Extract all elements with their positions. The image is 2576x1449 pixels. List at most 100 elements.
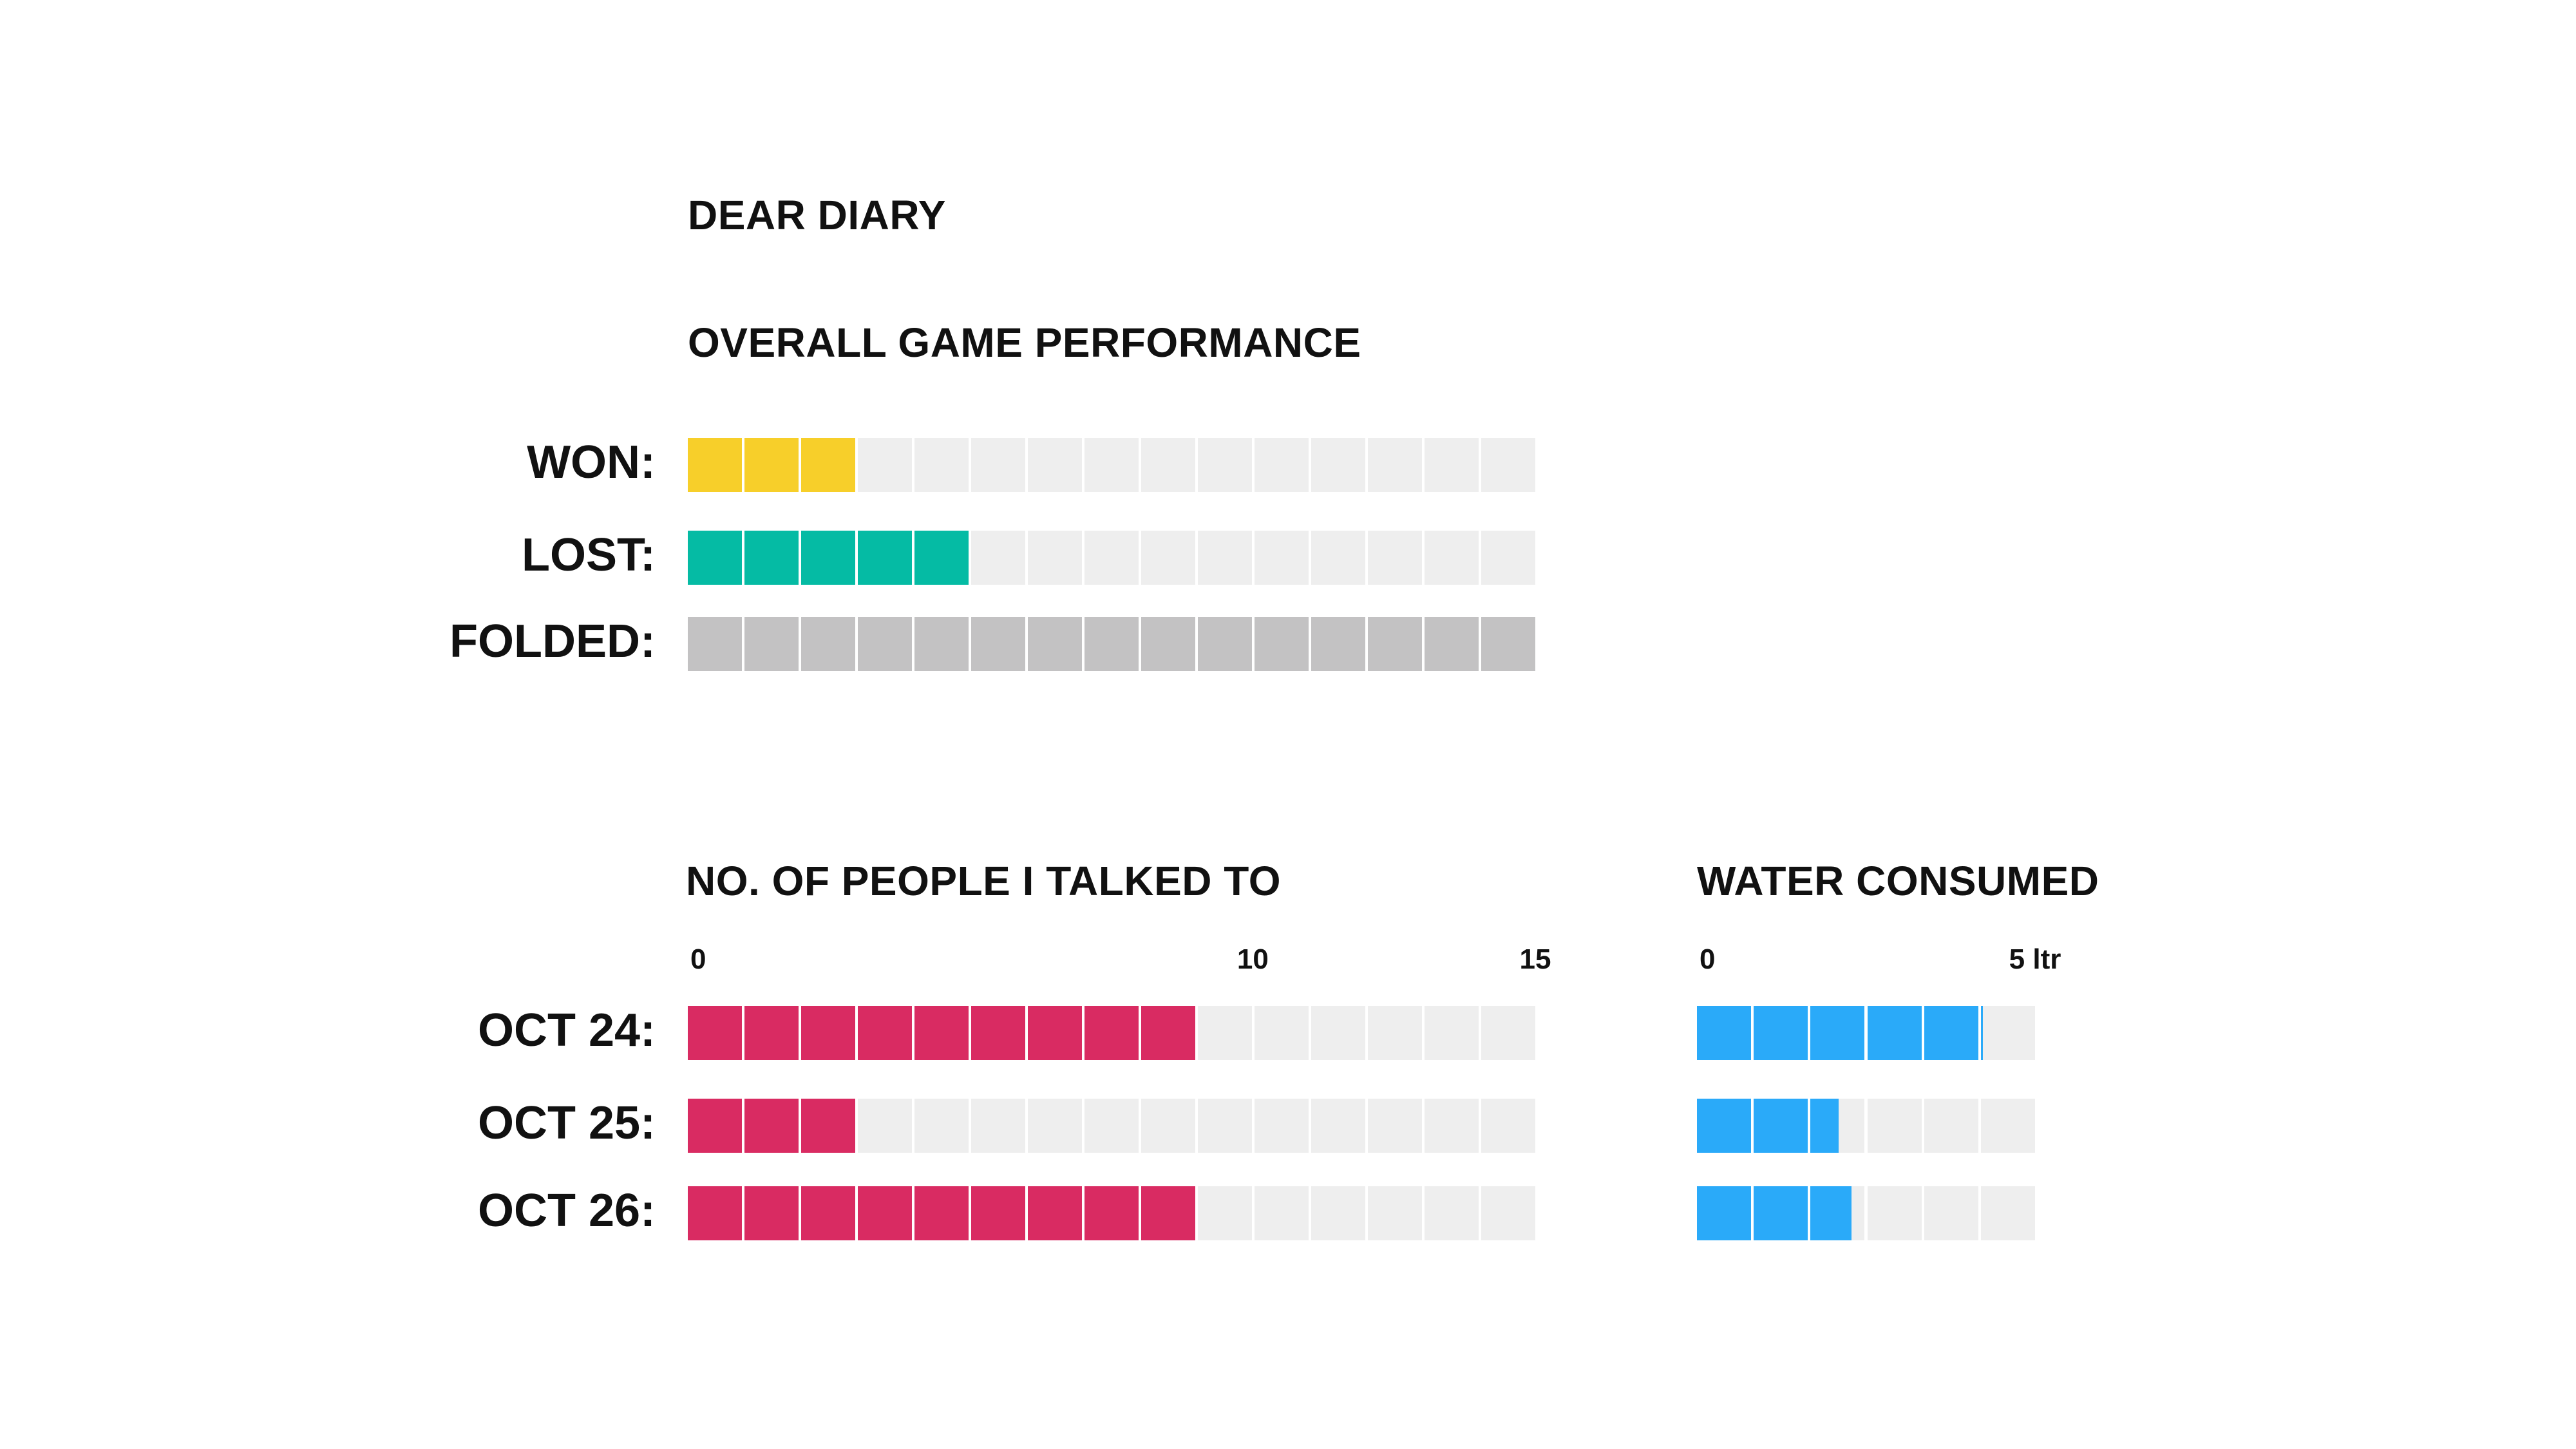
diary-title: DEAR DIARY [688, 192, 946, 238]
people-empty-cell [1368, 1099, 1422, 1153]
axis-tick-label: 5 ltr [2009, 943, 2061, 975]
people-bar-cell [1084, 1186, 1139, 1240]
games-empty-cell [1028, 531, 1082, 585]
games-empty-cell [1481, 531, 1535, 585]
water-bar-cell [1810, 1006, 1865, 1060]
games-empty-cell [858, 438, 912, 492]
people-empty-cell [1481, 1099, 1535, 1153]
games-empty-cell [1141, 531, 1195, 585]
people-bar-cell [688, 1186, 742, 1240]
people-bar-cell [971, 1006, 1025, 1060]
people-bar-cell [1028, 1186, 1082, 1240]
water-bar-cell [1697, 1186, 1752, 1240]
people-empty-cell [1198, 1006, 1252, 1060]
people-bar-cell [858, 1006, 912, 1060]
people-bar-cell [914, 1186, 969, 1240]
people-empty-cell [1368, 1006, 1422, 1060]
row-label: FOLDED: [450, 616, 656, 667]
people-empty-cell [1255, 1006, 1309, 1060]
people-empty-cell [971, 1099, 1025, 1153]
games-empty-cell [1425, 438, 1479, 492]
games-bar-cell [688, 617, 742, 671]
water-empty-cell [1980, 1186, 2035, 1240]
people-empty-cell [914, 1099, 969, 1153]
people-bar-cell [1141, 1006, 1195, 1060]
games-bar-cell [801, 531, 855, 585]
people-empty-cell [858, 1099, 912, 1153]
games-empty-cell [1481, 438, 1535, 492]
games-bar-cell [1255, 617, 1309, 671]
water-bar-cell [1867, 1006, 1922, 1060]
water-bar-cell [1924, 1006, 1978, 1060]
row-label: OCT 25: [477, 1097, 656, 1149]
games-empty-cell [1198, 438, 1252, 492]
games-empty-cell [1084, 531, 1139, 585]
games-bar-cell [744, 438, 799, 492]
games-bar-cell [744, 531, 799, 585]
games-bar-cell [1311, 617, 1365, 671]
water-bar-cell [1810, 1186, 1852, 1240]
games-empty-cell [1255, 438, 1309, 492]
row-label: WON: [527, 437, 656, 488]
games-bar-cell [1084, 617, 1139, 671]
water-empty-cell [1924, 1186, 1978, 1240]
water-consumed-title: WATER CONSUMED [1697, 858, 2099, 904]
people-empty-cell [1425, 1099, 1479, 1153]
people-empty-cell [1368, 1186, 1422, 1240]
games-empty-cell [1311, 438, 1365, 492]
water-empty-cell [1980, 1099, 2035, 1153]
games-empty-cell [1084, 438, 1139, 492]
people-empty-cell [1481, 1006, 1535, 1060]
games-bar-cell [914, 617, 969, 671]
games-bar-cell [971, 617, 1025, 671]
people-bar-cell [1028, 1006, 1082, 1060]
people-bar-cell [801, 1099, 855, 1153]
people-bar-cell [688, 1099, 742, 1153]
games-empty-cell [1255, 531, 1309, 585]
water-bar-cell [1754, 1099, 1808, 1153]
axis-tick-label: 10 [1236, 943, 1269, 975]
row-label: LOST: [522, 529, 656, 581]
games-empty-cell [1141, 438, 1195, 492]
people-empty-cell [1198, 1099, 1252, 1153]
axis-tick-label: 0 [1700, 943, 1716, 975]
games-bar-cell [914, 531, 969, 585]
water-empty-cell [1924, 1099, 1978, 1153]
people-empty-cell [1311, 1186, 1365, 1240]
people-empty-cell [1311, 1099, 1365, 1153]
people-bar-cell [971, 1186, 1025, 1240]
water-bar-cell [1697, 1006, 1752, 1060]
people-bar-cell [858, 1186, 912, 1240]
people-talked-title: NO. OF PEOPLE I TALKED TO [686, 858, 1281, 904]
people-empty-cell [1425, 1186, 1479, 1240]
people-bar-cell [744, 1006, 799, 1060]
games-bar-cell [858, 531, 912, 585]
people-empty-cell [1481, 1186, 1535, 1240]
row-label: OCT 24: [477, 1005, 656, 1056]
water-bar-cell [1697, 1099, 1752, 1153]
games-empty-cell [1368, 438, 1422, 492]
games-bar-cell [744, 617, 799, 671]
people-empty-cell [1425, 1006, 1479, 1060]
water-empty-cell [1867, 1186, 1922, 1240]
people-empty-cell [1028, 1099, 1082, 1153]
people-bar-cell [801, 1006, 855, 1060]
games-empty-cell [1425, 531, 1479, 585]
games-bar-cell [801, 438, 855, 492]
games-bar-cell [688, 531, 742, 585]
game-performance-title: OVERALL GAME PERFORMANCE [688, 319, 1361, 366]
games-bar-cell [858, 617, 912, 671]
water-bar-cell [1754, 1186, 1808, 1240]
people-empty-cell [1141, 1099, 1195, 1153]
games-empty-cell [1311, 531, 1365, 585]
row-label: OCT 26: [477, 1185, 656, 1236]
games-empty-cell [1198, 531, 1252, 585]
axis-tick-label: 0 [690, 943, 706, 975]
people-bar-cell [688, 1006, 742, 1060]
people-bar-cell [744, 1186, 799, 1240]
water-empty-cell [1980, 1006, 2035, 1060]
axis-tick-label: 15 [1519, 943, 1551, 975]
games-bar-cell [688, 438, 742, 492]
water-bar-cell [1754, 1006, 1808, 1060]
games-bar-cell [1481, 617, 1535, 671]
